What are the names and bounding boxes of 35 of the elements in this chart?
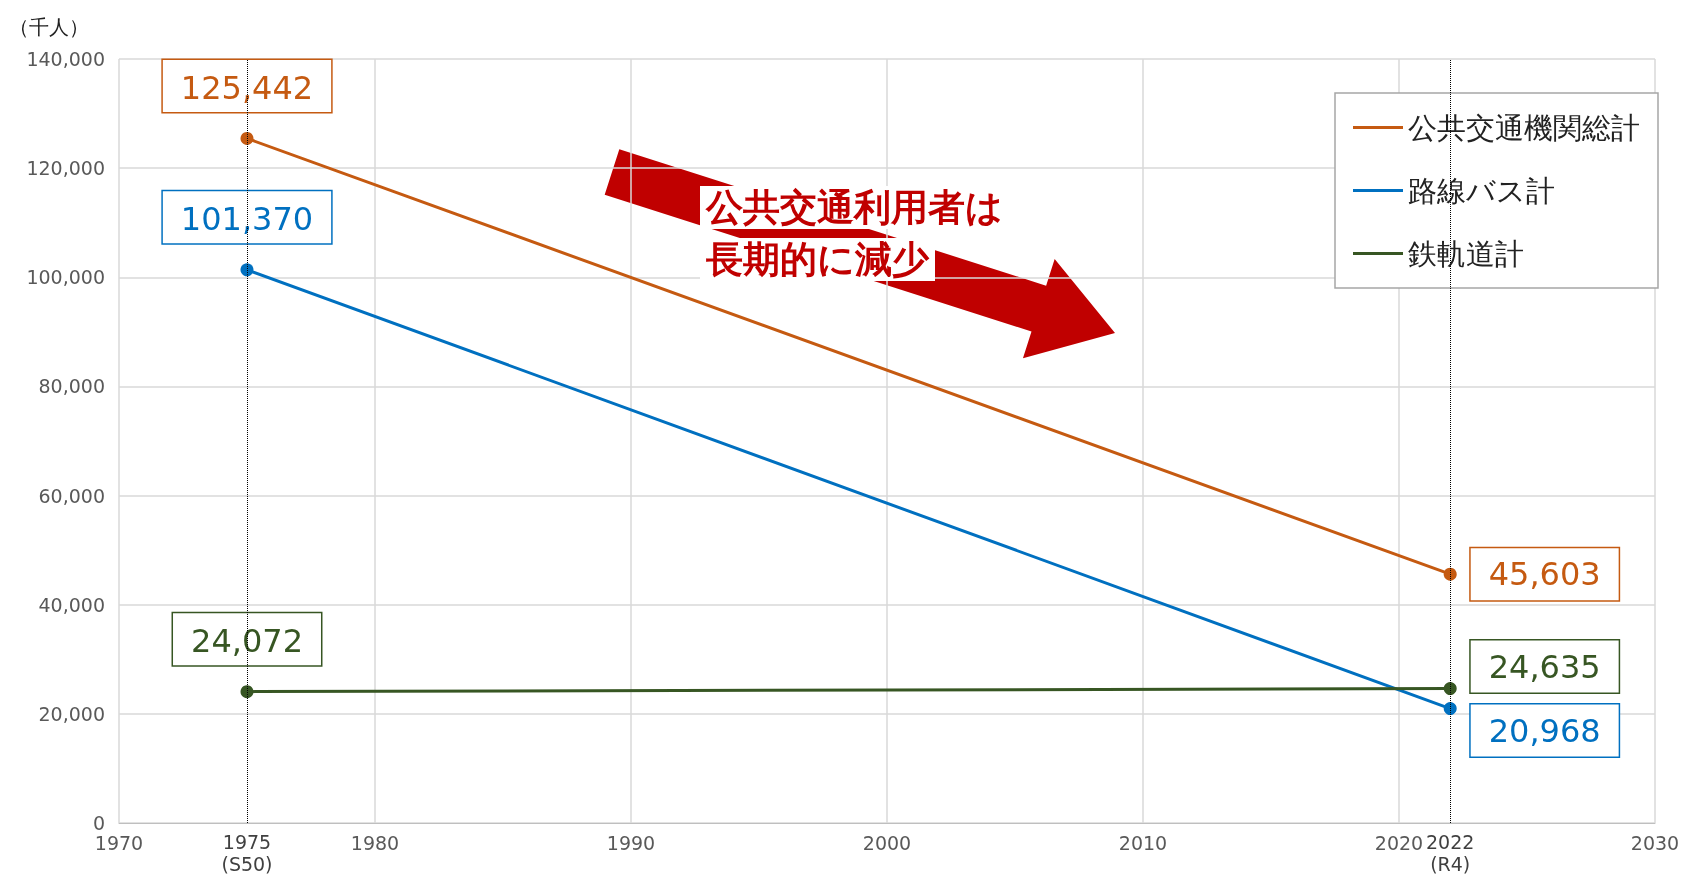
- x-tick-label: 1970: [94, 831, 144, 854]
- y-tick-label: 60,000: [38, 484, 105, 507]
- y-tick-label: 20,000: [38, 702, 105, 725]
- ref-line-label: 1975 (S50): [221, 831, 273, 875]
- data-label: 101,370: [180, 200, 314, 239]
- legend-label: 公共交通機関総計: [1408, 110, 1640, 145]
- x-tick-label: 2000: [862, 831, 912, 854]
- ref-line-label: 2022 (R4): [1426, 831, 1475, 875]
- point: [240, 263, 254, 277]
- point: [240, 685, 254, 699]
- data-label: 45,603: [1488, 555, 1601, 594]
- legend-label: 路線バス計: [1408, 173, 1555, 208]
- y-tick-label: 100,000: [26, 266, 105, 289]
- x-tick-label: 1990: [606, 831, 656, 854]
- y-tick-label: 80,000: [38, 375, 105, 398]
- y-tick-label: 40,000: [38, 593, 105, 616]
- point: [1443, 702, 1457, 716]
- data-label: 125,442: [180, 68, 314, 107]
- annotation: 公共交通利用者は: [705, 186, 1003, 229]
- y-tick-label: 140,000: [26, 48, 105, 70]
- point: [1443, 682, 1457, 696]
- x-tick-label: 1980: [350, 831, 400, 854]
- x-tick-label: 2020: [1374, 831, 1424, 854]
- point: [1443, 567, 1457, 581]
- y-tick-label: 0: [92, 812, 105, 834]
- annotation: 長期的に減少: [705, 238, 930, 281]
- y-tick-label: 120,000: [26, 157, 105, 180]
- x-tick-label: 2010: [1118, 831, 1168, 854]
- y-axis-title: （千人）: [9, 15, 89, 39]
- x-tick-label: 2030: [1630, 831, 1680, 854]
- data-label: 20,968: [1488, 711, 1601, 750]
- point: [240, 131, 254, 145]
- data-label: 24,072: [191, 622, 303, 661]
- legend-label: 鉄軌道計: [1408, 236, 1524, 271]
- data-label: 24,635: [1488, 647, 1601, 686]
